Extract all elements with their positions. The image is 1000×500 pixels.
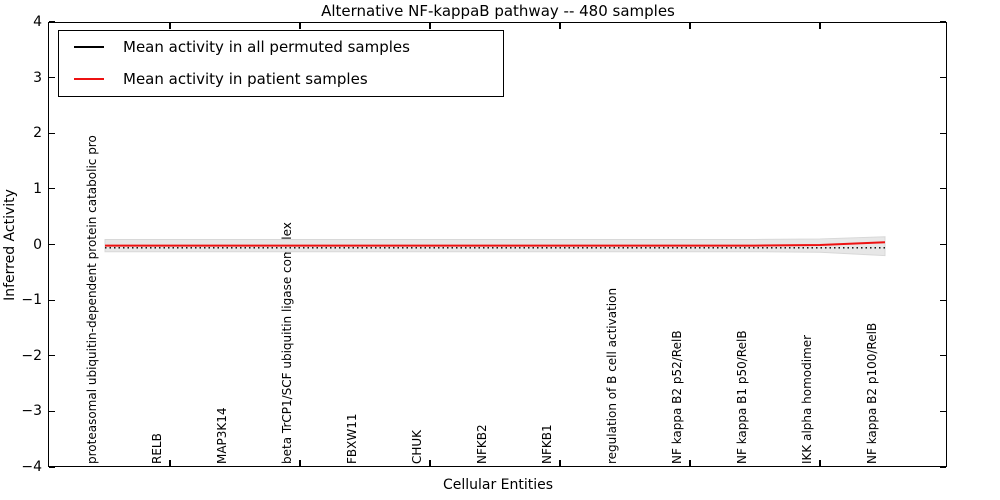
x-category-label: NF kappa B2 p100/RelB <box>864 322 879 464</box>
y-tickmark <box>939 410 946 412</box>
y-tickmark <box>49 21 56 23</box>
y-tick-label: −3 <box>21 403 42 420</box>
x-tickmark <box>559 459 561 466</box>
x-category-label: beta TrCP1/SCF ubiquitin ligase complex <box>279 222 294 464</box>
y-tickmark <box>939 243 946 246</box>
legend-label: Mean activity in patient samples <box>123 70 368 88</box>
y-tick-label: 3 <box>33 69 42 86</box>
y-tick-label: 4 <box>33 14 42 30</box>
legend-label: Mean activity in all permuted samples <box>123 38 410 56</box>
x-category-label: regulation of B cell activation <box>604 287 619 464</box>
y-tickmark <box>49 299 56 301</box>
y-tickmark <box>939 355 946 357</box>
x-tickmark <box>299 23 301 30</box>
legend-item-permuted: Mean activity in all permuted samples <box>59 31 503 63</box>
y-tickmark <box>49 410 56 412</box>
x-tickmark <box>429 459 431 466</box>
legend-item-patient: Mean activity in patient samples <box>59 63 503 95</box>
x-category-label: IKK alpha homodimer <box>799 334 814 464</box>
y-tickmark <box>49 132 56 134</box>
legend: Mean activity in all permuted samples Me… <box>58 30 504 97</box>
y-tickmark <box>49 466 56 468</box>
y-tickmark <box>939 77 946 79</box>
x-tickmark <box>689 459 691 466</box>
chart-title: Alternative NF-kappaB pathway -- 480 sam… <box>321 2 675 20</box>
y-tick-label: −4 <box>21 459 42 475</box>
y-tickmark <box>49 355 56 357</box>
x-tickmark <box>299 459 301 466</box>
x-category-label: NF kappa B1 p50/RelB <box>734 330 749 464</box>
y-tickmark <box>49 77 56 79</box>
x-category-label: NFKB2 <box>474 424 489 464</box>
x-axis-title: Cellular Entities <box>442 477 554 493</box>
y-tickmark <box>939 466 946 468</box>
black-line-sample-icon <box>74 46 104 48</box>
plot-area <box>48 22 947 467</box>
x-category-label: RELB <box>149 433 164 464</box>
y-tickmark <box>49 243 56 246</box>
y-tick-label: 0 <box>33 236 42 253</box>
x-category-label: FBXW11 <box>344 413 359 465</box>
y-tickmark <box>939 188 946 190</box>
x-tickmark <box>169 459 171 466</box>
y-tickmark <box>49 188 56 190</box>
y-tickmark <box>939 132 946 134</box>
x-category-label: NF kappa B2 p52/RelB <box>669 330 684 464</box>
y-tick-label: −1 <box>21 292 42 309</box>
y-tickmark <box>939 299 946 301</box>
x-tickmark <box>169 23 171 30</box>
x-tickmark <box>689 23 691 30</box>
y-tick-label: 1 <box>33 180 42 197</box>
y-tickmark <box>939 21 946 23</box>
x-tickmark <box>559 23 561 30</box>
x-category-label: proteasomal ubiquitin-dependent protein … <box>84 135 99 464</box>
x-category-label: NFKB1 <box>539 424 554 464</box>
x-tickmark <box>819 23 821 30</box>
x-category-label: MAP3K14 <box>214 407 229 464</box>
x-category-label: CHUK <box>409 429 424 464</box>
y-tick-label: −2 <box>21 347 42 364</box>
x-tickmark <box>819 459 821 466</box>
red-line-sample-icon <box>74 78 104 80</box>
x-tickmark <box>429 23 431 30</box>
y-tick-label: 2 <box>33 125 42 142</box>
